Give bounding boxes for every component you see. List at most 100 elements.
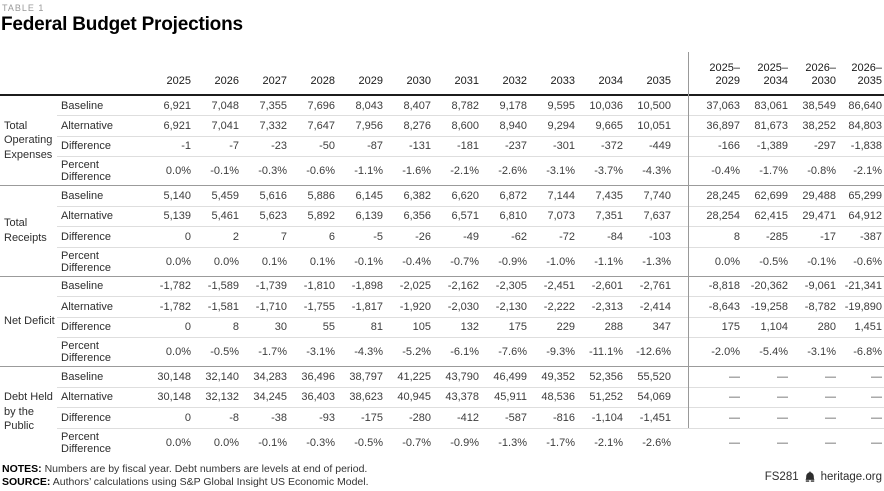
- data-cell: —: [673, 407, 742, 428]
- data-cell: -1.0%: [529, 246, 577, 276]
- data-cell: -1,755: [289, 296, 337, 317]
- data-cell: 5,886: [289, 185, 337, 206]
- data-cell: -1,739: [241, 275, 289, 297]
- year-column-header: 2030: [385, 52, 433, 96]
- data-cell: 0.1%: [241, 246, 289, 276]
- data-cell: 81,673: [742, 115, 790, 136]
- data-cell: 43,790: [433, 366, 481, 387]
- data-cell: -372: [577, 135, 625, 157]
- table-row: Debt Held by the Public Baseline 30,148 32,…: [0, 366, 884, 457]
- data-cell: 7,696: [289, 94, 337, 116]
- data-cell: —: [742, 386, 790, 408]
- data-cell: 34,245: [241, 386, 289, 408]
- data-cell: -8: [193, 407, 241, 428]
- data-cell: 288: [577, 316, 625, 338]
- data-cell: 30,148: [145, 386, 193, 408]
- data-cell: 32,140: [193, 366, 241, 387]
- row-group-label: Net Deficit: [0, 275, 57, 367]
- table-row: Net Deficit Baseline -1,782 -1,589 -1,739 -1,…: [0, 275, 884, 367]
- table-row: Total Operating Expenses Baseline 6,921 7,0…: [0, 94, 884, 186]
- data-cell: -26: [385, 226, 433, 247]
- data-cell: -285: [742, 226, 790, 247]
- doc-id: FS281: [764, 471, 799, 483]
- row-label: Alternative: [57, 386, 145, 408]
- data-cell: -0.5%: [742, 246, 790, 276]
- row-label: Baseline: [57, 94, 145, 116]
- data-cell: 30: [241, 316, 289, 338]
- data-cell: 0.0%: [673, 246, 742, 276]
- data-cell: 0: [145, 226, 193, 247]
- data-cell: 55: [289, 316, 337, 338]
- data-cell: -587: [481, 407, 529, 428]
- data-cell: -1,920: [385, 296, 433, 317]
- data-cell: —: [790, 366, 838, 387]
- budget-table-body: Total Operating Expenses Baseline 6,921 7,0…: [0, 94, 884, 457]
- data-cell: 6,571: [433, 205, 481, 227]
- data-cell: 34,283: [241, 366, 289, 387]
- data-cell: 8,043: [337, 94, 385, 116]
- data-cell: -2,130: [481, 296, 529, 317]
- data-cell: -1.3%: [481, 427, 529, 457]
- table-row: Percent Difference 0.0% 0.0% 0.1% 0.1% -0.1% -…: [0, 246, 884, 276]
- data-cell: 132: [433, 316, 481, 338]
- table-kicker: TABLE 1: [2, 3, 45, 13]
- data-cell: -0.1%: [790, 246, 838, 276]
- data-cell: 7,351: [577, 205, 625, 227]
- data-cell: -1,389: [742, 135, 790, 157]
- table-row: Alternative 30,148 32,132 34,245 36,403 38,62…: [0, 386, 884, 408]
- data-cell: -7: [193, 135, 241, 157]
- data-cell: 1,451: [838, 316, 884, 338]
- data-cell: -2,305: [481, 275, 529, 297]
- year-column-header: 2028: [289, 52, 337, 96]
- data-cell: 54,069: [625, 386, 673, 408]
- data-cell: -93: [289, 407, 337, 428]
- source-label: SOURCE:: [2, 476, 51, 488]
- row-label: Percent Difference: [57, 246, 145, 276]
- data-cell: -84: [577, 226, 625, 247]
- data-cell: -2,162: [433, 275, 481, 297]
- data-cell: -412: [433, 407, 481, 428]
- footer-branding: FS281 heritage.org: [765, 471, 882, 483]
- data-cell: -2,313: [577, 296, 625, 317]
- data-cell: 7,740: [625, 185, 673, 206]
- budget-projections-table: 2025 2026 2027 2028 2029 2030 2031 2032 2033 2034…: [0, 52, 884, 457]
- data-cell: -2,030: [433, 296, 481, 317]
- data-cell: 9,178: [481, 94, 529, 116]
- data-cell: 6,382: [385, 185, 433, 206]
- data-cell: 9,665: [577, 115, 625, 136]
- data-cell: 36,403: [289, 386, 337, 408]
- data-cell: -1,838: [838, 135, 884, 157]
- data-cell: 8: [193, 316, 241, 338]
- period-column-divider: [688, 52, 689, 428]
- data-cell: —: [790, 407, 838, 428]
- data-cell: -2,451: [529, 275, 577, 297]
- data-cell: 105: [385, 316, 433, 338]
- data-cell: 38,252: [790, 115, 838, 136]
- period-column-header: 2025– 2029: [673, 52, 742, 96]
- data-cell: -5.2%: [385, 337, 433, 367]
- row-group-label: Total Receipts: [0, 185, 57, 276]
- data-cell: —: [673, 386, 742, 408]
- data-cell: 65,299: [838, 185, 884, 206]
- data-cell: -1.1%: [337, 156, 385, 186]
- row-label: Baseline: [57, 366, 145, 387]
- data-cell: -237: [481, 135, 529, 157]
- notes-text: Numbers are by fiscal year. Debt numbers…: [44, 463, 368, 475]
- data-cell: 0.0%: [193, 427, 241, 457]
- period-column-header: 2025– 2034: [742, 52, 790, 96]
- data-cell: -1,451: [625, 407, 673, 428]
- row-label: Alternative: [57, 296, 145, 317]
- table-row: Difference 0 -8 -38 -93 -175 -280 -412 -587 -816-…: [0, 407, 884, 428]
- data-cell: 62,699: [742, 185, 790, 206]
- data-cell: 0.0%: [145, 246, 193, 276]
- data-cell: -0.7%: [433, 246, 481, 276]
- data-cell: -4.3%: [625, 156, 673, 186]
- row-label: Baseline: [57, 185, 145, 206]
- data-cell: 7,144: [529, 185, 577, 206]
- data-cell: -11.1%: [577, 337, 625, 367]
- site-link[interactable]: heritage.org: [820, 471, 882, 483]
- data-cell: —: [673, 427, 742, 457]
- year-column-header: 2025: [145, 52, 193, 96]
- data-cell: -1.7%: [241, 337, 289, 367]
- data-cell: -1,589: [193, 275, 241, 297]
